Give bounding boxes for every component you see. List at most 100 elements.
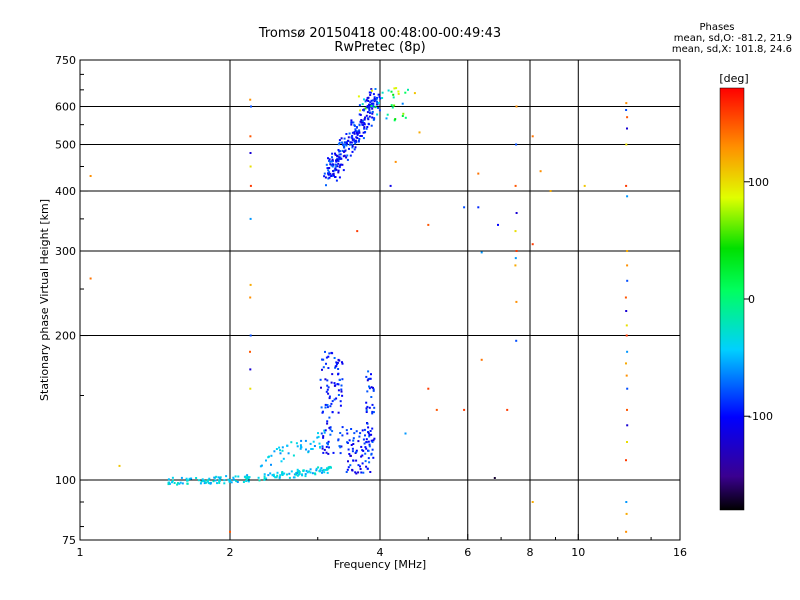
- data-point: [353, 432, 356, 435]
- data-point: [354, 471, 357, 474]
- data-point: [290, 441, 293, 444]
- data-point: [270, 463, 272, 466]
- data-point: [309, 471, 312, 474]
- data-point: [387, 89, 390, 92]
- data-point: [531, 135, 534, 138]
- data-point: [339, 452, 342, 455]
- data-point: [372, 456, 375, 459]
- data-point: [366, 405, 369, 408]
- data-point: [246, 476, 249, 479]
- data-point: [370, 439, 373, 442]
- data-point: [337, 394, 340, 396]
- data-point: [364, 446, 367, 449]
- data-point: [365, 438, 368, 441]
- data-point: [338, 166, 341, 169]
- data-point: [282, 472, 285, 475]
- data-point: [357, 464, 360, 467]
- data-point: [323, 175, 326, 178]
- data-point: [351, 134, 354, 137]
- data-point: [372, 388, 375, 391]
- data-point: [185, 477, 188, 480]
- data-point: [358, 104, 361, 107]
- data-point: [265, 459, 267, 462]
- data-point: [354, 142, 357, 145]
- data-point: [208, 477, 211, 480]
- y-tick-label: 400: [55, 185, 76, 198]
- data-point: [346, 158, 349, 161]
- data-point: [218, 481, 221, 484]
- data-point: [366, 117, 369, 120]
- data-point: [355, 459, 358, 462]
- data-point: [338, 153, 341, 156]
- data-point: [242, 481, 245, 483]
- data-point: [335, 361, 338, 364]
- data-point: [625, 109, 628, 111]
- data-point: [366, 467, 369, 470]
- data-point: [363, 98, 365, 101]
- data-point: [352, 439, 355, 442]
- data-point: [583, 184, 586, 187]
- data-point: [269, 472, 272, 475]
- data-point: [366, 106, 369, 109]
- data-point: [271, 474, 274, 477]
- data-point: [218, 477, 221, 480]
- data-point: [328, 176, 331, 179]
- data-point: [188, 477, 191, 480]
- data-point: [514, 257, 517, 260]
- data-point: [370, 124, 373, 127]
- data-point: [343, 143, 346, 146]
- colorbar-gradient: [719, 87, 745, 511]
- data-point: [325, 356, 328, 359]
- data-point: [227, 478, 230, 481]
- data-point: [331, 158, 334, 161]
- data-point: [326, 467, 329, 470]
- data-point: [367, 457, 370, 460]
- data-point: [626, 264, 629, 267]
- data-point: [333, 398, 336, 401]
- data-point: [270, 454, 273, 457]
- data-point: [349, 141, 352, 144]
- data-point: [328, 395, 331, 398]
- data-point: [293, 473, 296, 476]
- data-point: [345, 471, 348, 473]
- data-point: [341, 434, 344, 437]
- data-point: [307, 450, 310, 453]
- data-point: [118, 464, 121, 467]
- data-point: [237, 475, 240, 478]
- data-point: [317, 432, 319, 435]
- data-point: [340, 137, 343, 140]
- data-point: [373, 100, 376, 103]
- data-point: [338, 156, 341, 159]
- data-point: [359, 468, 362, 470]
- data-point: [321, 447, 324, 450]
- phase-stats-x: mean, sd,X: 101.8, 24.6: [671, 44, 792, 55]
- data-point: [328, 416, 331, 419]
- data-point: [326, 442, 329, 445]
- data-point: [332, 164, 335, 166]
- data-point: [249, 296, 252, 299]
- data-point: [625, 374, 628, 377]
- data-point: [338, 359, 341, 362]
- data-point: [249, 98, 252, 101]
- colorbar-tick-label: 0: [748, 293, 755, 306]
- data-point: [351, 138, 354, 141]
- data-point: [326, 167, 329, 170]
- data-point: [259, 465, 262, 468]
- data-point: [360, 471, 363, 474]
- data-point: [357, 140, 360, 143]
- data-point: [249, 184, 252, 187]
- data-point: [341, 141, 344, 144]
- data-point: [366, 111, 369, 114]
- data-point: [336, 155, 339, 158]
- data-point: [234, 475, 237, 478]
- data-point: [390, 90, 393, 93]
- data-point: [218, 479, 221, 482]
- data-point: [249, 217, 252, 220]
- data-point: [329, 426, 332, 429]
- data-point: [401, 102, 404, 105]
- data-point: [368, 406, 371, 409]
- data-point: [319, 468, 322, 471]
- data-point: [334, 153, 337, 156]
- data-point: [368, 115, 371, 118]
- data-point: [365, 411, 368, 413]
